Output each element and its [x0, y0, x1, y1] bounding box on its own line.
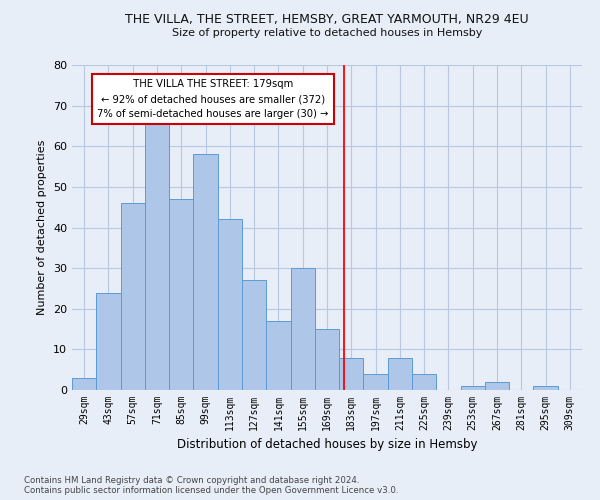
Bar [145, 118, 169, 390]
Bar [96, 292, 121, 390]
X-axis label: Distribution of detached houses by size in Hemsby: Distribution of detached houses by size … [177, 438, 477, 452]
Text: Contains HM Land Registry data © Crown copyright and database right 2024.: Contains HM Land Registry data © Crown c… [24, 476, 359, 485]
Bar [266, 321, 290, 390]
Bar [364, 374, 388, 390]
Bar [290, 268, 315, 390]
Text: Contains public sector information licensed under the Open Government Licence v3: Contains public sector information licen… [24, 486, 398, 495]
Bar [169, 199, 193, 390]
Text: THE VILLA THE STREET: 179sqm  
← 92% of detached houses are smaller (372)
7% of : THE VILLA THE STREET: 179sqm ← 92% of de… [97, 79, 329, 119]
Bar [218, 220, 242, 390]
Text: Size of property relative to detached houses in Hemsby: Size of property relative to detached ho… [172, 28, 482, 38]
Bar [485, 382, 509, 390]
Bar [533, 386, 558, 390]
Bar [412, 374, 436, 390]
Bar [193, 154, 218, 390]
Bar [72, 378, 96, 390]
Bar [339, 358, 364, 390]
Bar [121, 203, 145, 390]
Y-axis label: Number of detached properties: Number of detached properties [37, 140, 47, 315]
Bar [461, 386, 485, 390]
Bar [388, 358, 412, 390]
Bar [242, 280, 266, 390]
Text: THE VILLA, THE STREET, HEMSBY, GREAT YARMOUTH, NR29 4EU: THE VILLA, THE STREET, HEMSBY, GREAT YAR… [125, 12, 529, 26]
Bar [315, 329, 339, 390]
